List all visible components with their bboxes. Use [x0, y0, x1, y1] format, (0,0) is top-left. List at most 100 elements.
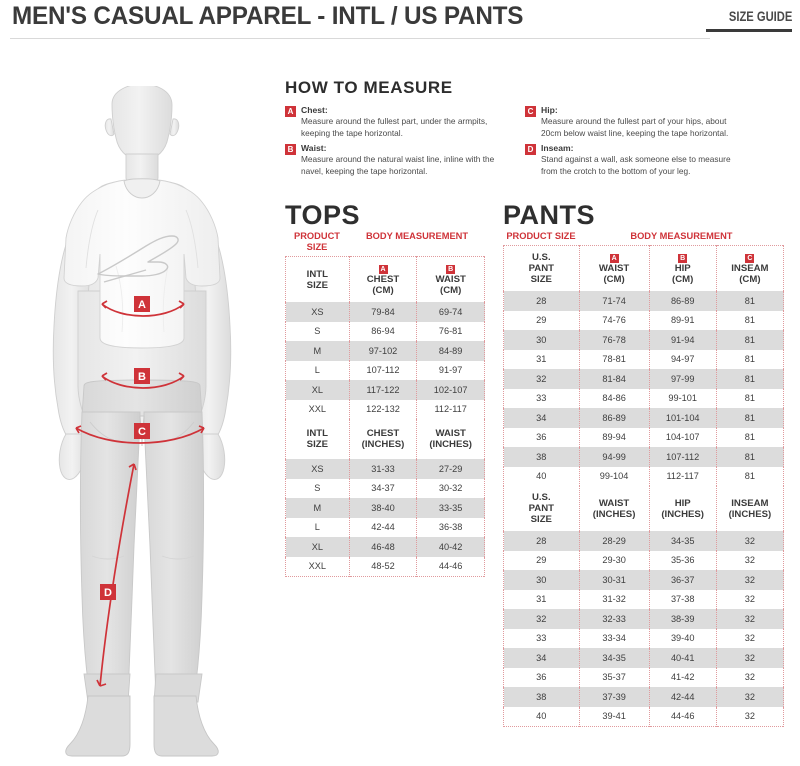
- table-row: S 34-37 30-32: [285, 478, 485, 498]
- table-row: L 42-44 36-38: [285, 517, 485, 537]
- pants-title: PANTS: [503, 200, 596, 230]
- table-row: 40 39-41 44-46 32: [503, 706, 785, 726]
- cell-size: XXL: [285, 556, 350, 576]
- column-header-label: WAIST (INCHES): [592, 497, 636, 520]
- measure-desc-waist: Measure around the natural waist line, i…: [301, 154, 495, 176]
- table-row: 33 84-86 99-101 81: [503, 388, 785, 408]
- cell-measurement: 38-39: [648, 609, 717, 629]
- cell-measurement: 97-99: [648, 369, 717, 389]
- cell-measurement: 42-44: [348, 517, 418, 537]
- cell-measurement: 86-89: [648, 291, 717, 311]
- cell-size: 36: [503, 667, 580, 687]
- table-row: 36 35-37 41-42 32: [503, 667, 785, 687]
- cell-size: 33: [503, 628, 580, 648]
- cell-measurement: 35-37: [578, 667, 650, 687]
- cell-size: 31: [503, 349, 580, 369]
- cell-measurement: 46-48: [348, 537, 418, 557]
- cell-size: XS: [285, 459, 350, 479]
- column-header-label: CHEST (INCHES): [361, 428, 405, 450]
- column-header-label: INSEAM (CM): [731, 263, 769, 285]
- column-badge-c-icon: C: [745, 254, 755, 263]
- pants-metric-col-header-0: U.S. PANT SIZE: [503, 245, 580, 291]
- pants-imperial-col-header-0: U.S. PANT SIZE: [503, 486, 580, 531]
- table-row: 33 33-34 39-40 32: [503, 628, 785, 648]
- how-to-measure-section: HOW TO MEASURE A Chest: Measure around t…: [285, 78, 785, 181]
- cell-measurement: 31-32: [578, 589, 650, 609]
- tops-metric-col-header-1: A CHEST (CM): [348, 256, 418, 302]
- tops-metric-header-row: INTL SIZE A CHEST (CM) B WAIST (CM): [285, 256, 485, 302]
- column-header-label: HIP (CM): [672, 263, 694, 285]
- cell-measurement: 99-101: [648, 388, 717, 408]
- cell-measurement: 81: [715, 330, 785, 350]
- measure-item-inseam: D Inseam: Stand against a wall, ask some…: [525, 143, 743, 177]
- column-badge-b-icon: B: [446, 265, 456, 274]
- badge-c: [134, 423, 150, 439]
- cell-measurement: 33-34: [578, 628, 650, 648]
- size-guide-tab-label: SIZE GUIDE: [728, 8, 792, 24]
- column-header-label: CHEST (CM): [366, 274, 400, 296]
- cell-measurement: 34-37: [348, 478, 418, 498]
- cell-measurement: 38-40: [348, 498, 418, 518]
- pants-imperial-col-header-3: INSEAM (INCHES): [715, 486, 785, 531]
- cell-size: 38: [503, 687, 580, 707]
- cell-size: L: [285, 517, 350, 537]
- cell-size: S: [285, 321, 350, 341]
- cell-measurement: 33-35: [416, 498, 485, 518]
- column-header-label: WAIST (CM): [435, 274, 466, 296]
- cell-size: 32: [503, 609, 580, 629]
- cell-measurement: 81: [715, 427, 785, 447]
- column-header-label: WAIST (INCHES): [429, 428, 472, 450]
- cell-measurement: 28-29: [578, 531, 650, 551]
- cell-size: XL: [285, 537, 350, 557]
- table-row: 30 30-31 36-37 32: [503, 570, 785, 590]
- table-row: 32 81-84 97-99 81: [503, 369, 785, 389]
- cell-measurement: 69-74: [416, 302, 485, 322]
- cell-measurement: 89-94: [578, 427, 650, 447]
- table-row: 32 32-33 38-39 32: [503, 609, 785, 629]
- cell-measurement: 32: [715, 609, 785, 629]
- cell-measurement: 76-81: [416, 321, 485, 341]
- measure-badge-a: A: [285, 106, 296, 117]
- measure-desc-chest: Measure around the fullest part, under t…: [301, 116, 488, 138]
- cell-measurement: 39-41: [578, 706, 650, 726]
- pants-metric-col-header-3: C INSEAM (CM): [715, 245, 785, 291]
- column-header-label: INSEAM (INCHES): [728, 497, 772, 520]
- cell-measurement: 32: [715, 648, 785, 668]
- svg-text:A: A: [138, 299, 146, 311]
- cell-measurement: 42-44: [648, 687, 717, 707]
- tops-imperial-col-header-0: INTL SIZE: [285, 419, 350, 459]
- table-row: XXL 48-52 44-46: [285, 556, 485, 576]
- cell-measurement: 104-107: [648, 427, 717, 447]
- cell-measurement: 36-38: [416, 517, 485, 537]
- svg-text:B: B: [138, 371, 146, 383]
- how-to-measure-column-right: C Hip: Measure around the fullest part o…: [525, 105, 743, 181]
- tops-imperial-col-header-1: CHEST (INCHES): [348, 419, 418, 459]
- how-to-measure-column-left: A Chest: Measure around the fullest part…: [285, 105, 503, 181]
- badge-a: [134, 296, 150, 312]
- cell-measurement: 32: [715, 589, 785, 609]
- cell-measurement: 29-30: [578, 550, 650, 570]
- table-row: 38 37-39 42-44 32: [503, 687, 785, 707]
- pants-size-table-block: PANTS PRODUCT SIZE BODY MEASUREMENT U.S.…: [503, 200, 785, 727]
- cell-measurement: 32: [715, 550, 785, 570]
- cell-measurement: 40-42: [416, 537, 485, 557]
- size-guide-tab[interactable]: SIZE GUIDE: [706, 8, 792, 32]
- cell-measurement: 41-42: [648, 667, 717, 687]
- column-badge-a-icon: A: [609, 254, 619, 263]
- cell-measurement: 27-29: [416, 459, 485, 479]
- cell-size: XS: [285, 302, 350, 322]
- pants-size-table: U.S. PANT SIZE A WAIST (CM) B HIP (CM) C INSEAM (CM…: [503, 245, 785, 727]
- table-row: 28 71-74 86-89 81: [503, 291, 785, 311]
- cell-size: S: [285, 478, 350, 498]
- measure-badge-b: B: [285, 144, 296, 155]
- pants-group-headers: PRODUCT SIZE BODY MEASUREMENT: [503, 231, 784, 245]
- figure-shoes: [65, 695, 219, 757]
- measurement-figure: A B C D: [6, 86, 278, 762]
- column-header-label: U.S. PANT SIZE: [528, 252, 554, 285]
- table-row: 40 99-104 112-117 81: [503, 466, 785, 486]
- table-row: XL 46-48 40-42: [285, 537, 485, 557]
- cell-measurement: 32: [715, 570, 785, 590]
- cell-size: 34: [503, 648, 580, 668]
- cell-measurement: 71-74: [578, 291, 650, 311]
- pants-metric-col-header-1: A WAIST (CM): [578, 245, 650, 291]
